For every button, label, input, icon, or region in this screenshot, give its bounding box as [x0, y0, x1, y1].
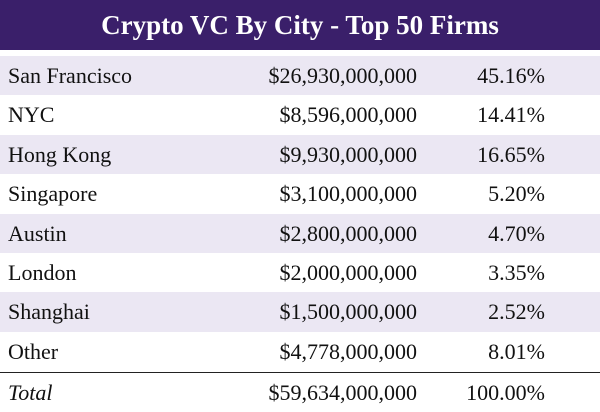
total-city-cell: Total: [8, 379, 53, 405]
city-cell: San Francisco: [8, 63, 133, 88]
city-cell: Singapore: [8, 181, 98, 207]
table-row: Austin $2,800,000,000 4.70%: [0, 213, 600, 253]
share-cell: 16.65%: [477, 141, 545, 167]
total-amount-cell: $59,634,000,000: [268, 379, 418, 405]
total-row: Total $59,634,000,000 100.00%: [0, 371, 600, 412]
city-cell: NYC: [8, 102, 55, 128]
amount-cell: $26,930,000,000: [268, 63, 418, 88]
table-row: Hong Kong $9,930,000,000 16.65%: [0, 134, 600, 175]
table-row: Shanghai $1,500,000,000 2.52%: [0, 292, 600, 332]
city-cell: Other: [8, 338, 59, 364]
amount-cell: $8,596,000,000: [279, 102, 418, 128]
amount-cell: $4,778,000,000: [279, 338, 418, 364]
table-row: NYC $8,596,000,000 14.41%: [0, 95, 600, 134]
table-row: San Francisco $26,930,000,000 45.16%: [0, 56, 600, 96]
share-cell: 8.01%: [488, 338, 545, 364]
table-row: Singapore $3,100,000,000 5.20%: [0, 174, 600, 213]
amount-cell: $9,930,000,000: [279, 141, 418, 167]
share-cell: 4.70%: [488, 220, 545, 246]
share-cell: 2.52%: [488, 299, 545, 325]
share-cell: 3.35%: [488, 260, 545, 285]
table-row: London $2,000,000,000 3.35%: [0, 253, 600, 292]
amount-cell: $2,000,000,000: [279, 260, 418, 285]
amount-cell: $2,800,000,000: [279, 220, 418, 246]
table-title: Crypto VC By City - Top 50 Firms: [0, 0, 600, 50]
city-cell: Austin: [8, 220, 67, 246]
share-cell: 5.20%: [488, 181, 545, 207]
city-cell: Hong Kong: [8, 141, 112, 167]
city-cell: London: [8, 260, 77, 285]
share-cell: 14.41%: [477, 102, 545, 128]
city-cell: Shanghai: [8, 299, 90, 325]
table-row: Other $4,778,000,000 8.01%: [0, 332, 600, 371]
share-cell: 45.16%: [477, 63, 545, 88]
amount-cell: $1,500,000,000: [279, 299, 418, 325]
total-share-cell: 100.00%: [466, 379, 545, 405]
amount-cell: $3,100,000,000: [279, 181, 418, 207]
